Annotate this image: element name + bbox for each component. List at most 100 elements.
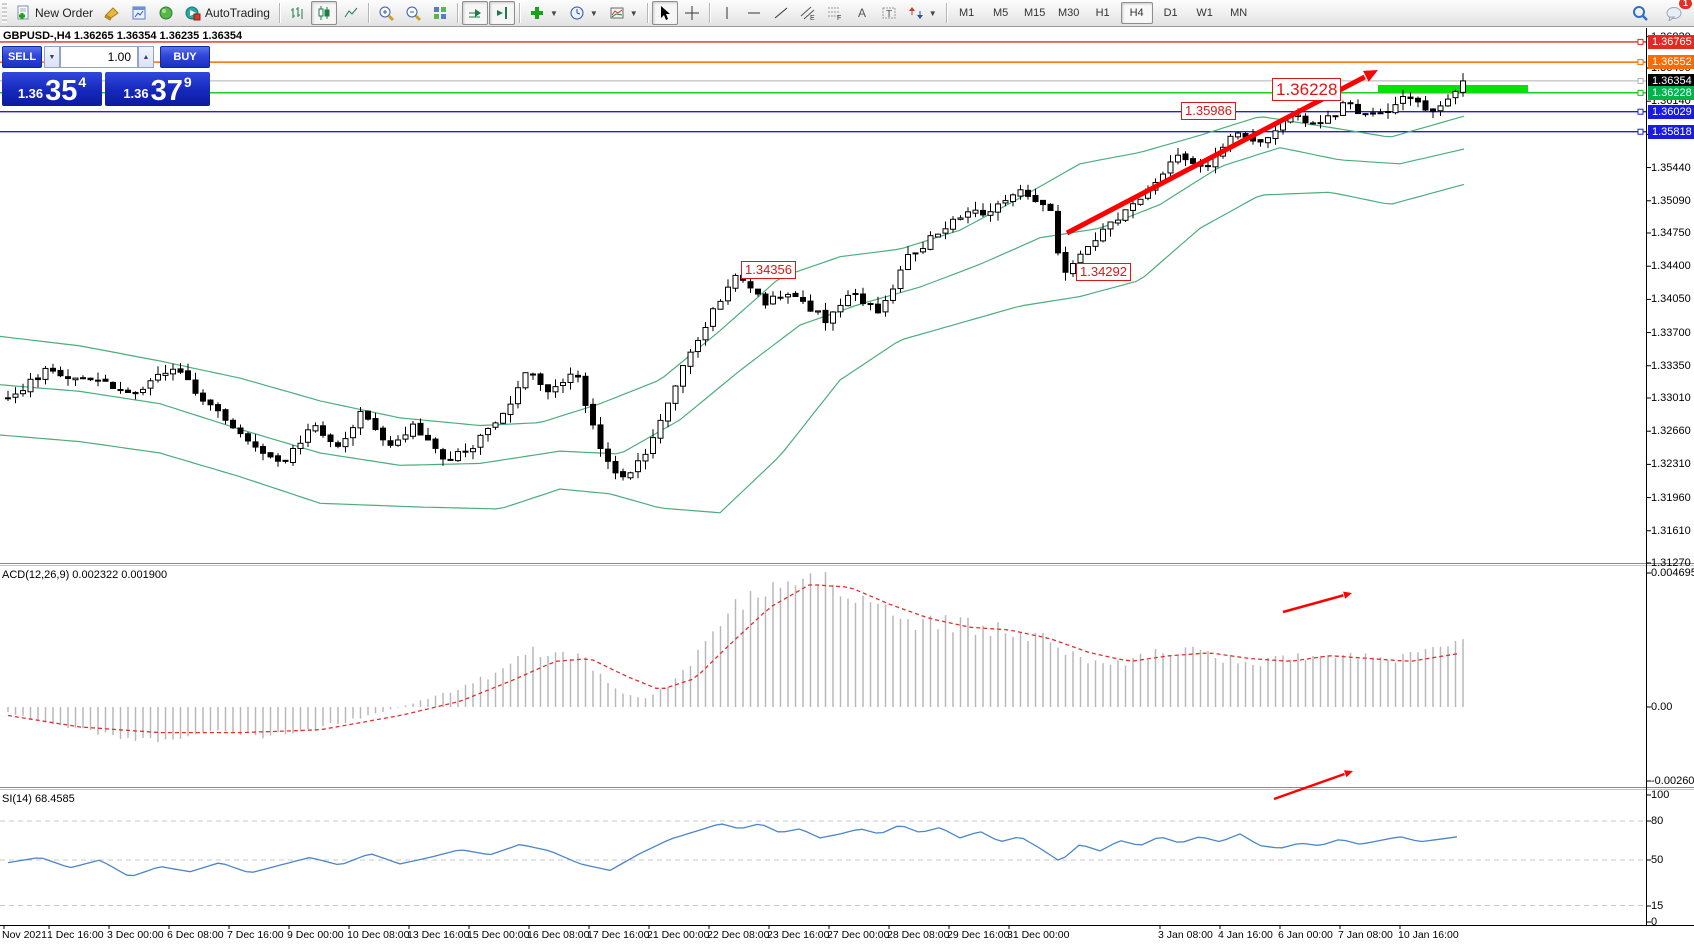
volume-increase-button[interactable]: ▲ (138, 46, 154, 68)
vertical-line-button[interactable] (714, 1, 740, 25)
chevron-down-icon: ▼ (928, 8, 937, 18)
sell-price-display[interactable]: 1.36 35 4 (2, 72, 102, 106)
horizontal-line-button[interactable] (741, 1, 767, 25)
candle-body (35, 377, 41, 381)
candlestick-chart-button[interactable] (310, 1, 337, 25)
sell-button[interactable]: SELL (2, 46, 42, 68)
candle-body (717, 300, 724, 310)
candle-body (815, 310, 821, 313)
buy-price-display[interactable]: 1.36 37 9 (105, 72, 210, 106)
macd-signal-line (7, 584, 1458, 734)
chevron-down-icon: ▼ (589, 8, 598, 18)
candle-body (260, 446, 266, 454)
timeframe-button-mn[interactable]: MN (1230, 7, 1248, 19)
candle-body (492, 422, 499, 428)
candle-body (335, 442, 341, 447)
equidistant-channel-button[interactable]: E (795, 1, 821, 25)
market-news-button[interactable] (153, 1, 179, 25)
timeframe-button-h1[interactable]: H1 (1095, 7, 1110, 19)
timeframe-button-m30[interactable]: M30 (1057, 7, 1080, 19)
toolbar-separator (367, 3, 369, 23)
candle-body (942, 228, 949, 234)
trend-arrow-line (1065, 74, 1366, 236)
line-chart-button[interactable] (338, 1, 364, 25)
indicators-button[interactable]: ▼ (524, 1, 563, 25)
toolbar-separator (278, 3, 280, 23)
crosshair-button[interactable] (679, 1, 705, 25)
bar-chart-button[interactable] (284, 1, 310, 25)
candle-body (1092, 240, 1099, 247)
expert-advisors-button[interactable] (99, 1, 125, 25)
candle-body (440, 449, 446, 460)
candle-body (27, 378, 34, 393)
price-tick-label: 1.32310 (1651, 458, 1691, 471)
price-annotation[interactable]: 1.36228 (1272, 78, 1342, 102)
price-tick-label: 1.33350 (1651, 359, 1691, 372)
search-button[interactable] (1627, 1, 1654, 25)
zoom-in-button[interactable] (373, 1, 399, 25)
candle-body (87, 377, 94, 381)
timeframe-button-m5[interactable]: M5 (993, 7, 1009, 19)
candle-body (530, 373, 536, 376)
timeframe-button-m1[interactable]: M1 (959, 7, 975, 19)
price-annotation[interactable]: 1.34356 (741, 261, 796, 280)
candle-body (342, 438, 349, 448)
candle-body (792, 292, 799, 298)
candle-body (620, 471, 626, 478)
cursor-button[interactable] (651, 1, 678, 25)
volume-input[interactable]: 1.00 (60, 46, 138, 68)
chevron-down-icon: ▼ (629, 8, 638, 18)
time-axis-label: 15 Dec 00:00 (467, 929, 530, 941)
templates-button[interactable]: ▼ (604, 1, 643, 25)
chevron-down-icon: ▼ (549, 8, 558, 18)
candle-body (725, 286, 731, 302)
candle-body (1332, 115, 1339, 118)
periods-button[interactable]: ▼ (564, 1, 603, 25)
candle-body (980, 209, 986, 216)
candle-body (1430, 108, 1436, 113)
time-axis-label: 6 Dec 08:00 (167, 929, 224, 941)
candle-body (965, 211, 971, 218)
timeframe-button-d1[interactable]: D1 (1163, 7, 1178, 19)
candle-body (275, 455, 281, 462)
data-window-button[interactable] (126, 1, 152, 25)
candle-body (860, 293, 866, 305)
autotrading-button[interactable]: AutoTrading (180, 1, 275, 25)
candle-body (710, 308, 716, 327)
buy-button[interactable]: BUY (160, 46, 210, 68)
candle-body (1445, 98, 1451, 107)
candle-body (395, 439, 401, 446)
arrows-button[interactable]: ▼ (903, 1, 942, 25)
candle-body (1032, 194, 1039, 203)
volume-decrease-button[interactable]: ▼ (44, 46, 60, 68)
rsi-tick-label: 15 (1651, 900, 1664, 912)
fibonacci-button[interactable]: F (822, 1, 848, 25)
chart-shift-button[interactable] (488, 1, 515, 25)
notifications-button[interactable]: 1 (1660, 0, 1692, 25)
candle-body (470, 448, 476, 453)
timeframe-button-w1[interactable]: W1 (1196, 7, 1213, 19)
timeframe-button-h4[interactable]: H4 (1120, 2, 1153, 24)
trendline-icon (774, 7, 788, 19)
price-badge: 1.36228 (1648, 85, 1694, 100)
timeframe-button-m15[interactable]: M15 (1023, 7, 1046, 19)
tile-windows-button[interactable] (427, 1, 453, 25)
market-news-icon (159, 6, 173, 20)
arrows-icon (908, 7, 923, 19)
trendline-button[interactable] (768, 1, 794, 25)
price-annotation[interactable]: 1.35986 (1181, 102, 1236, 121)
candle-body (927, 235, 934, 250)
candle-body (522, 372, 529, 389)
candle-body (57, 369, 64, 377)
zoom-out-button[interactable] (400, 1, 426, 25)
text-label-button[interactable]: T (876, 1, 902, 25)
candle-body (102, 378, 109, 382)
text-button[interactable]: A (849, 1, 875, 25)
auto-scroll-button[interactable] (461, 1, 488, 25)
new-order-button[interactable]: New Order (10, 1, 98, 25)
toolbar-grip[interactable] (2, 3, 7, 23)
candle-body (800, 296, 806, 302)
price-annotation[interactable]: 1.34292 (1076, 263, 1131, 282)
new-order-icon (17, 5, 29, 20)
